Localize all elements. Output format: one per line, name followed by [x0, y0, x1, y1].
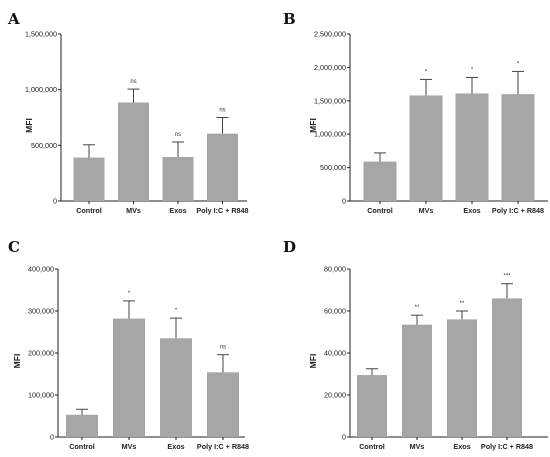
y-tick-label: 20,000 [324, 391, 346, 400]
significance-label: * [128, 291, 131, 297]
significance-label: ns [220, 345, 226, 351]
chart-panel-a: A 0 500,000 1,000,000 1,500,000 MFI Control ns M… [7, 10, 249, 215]
x-tick-label: Control [76, 206, 102, 215]
panel-letter: A [7, 10, 20, 28]
y-tick-label: 0 [342, 433, 346, 442]
x-tick-label: Control [367, 206, 393, 215]
significance-label: ** [460, 301, 465, 307]
y-axis-label: MFI [308, 354, 318, 369]
panel-letter: B [283, 10, 296, 28]
bar [409, 95, 443, 201]
bar [66, 414, 98, 437]
bar [162, 157, 194, 201]
y-tick-label: 200,000 [28, 349, 54, 358]
x-tick-label: Poly I:C + R848 [196, 206, 248, 215]
significance-label: * [517, 61, 520, 67]
bar [447, 319, 477, 437]
y-tick-label: 500,000 [320, 163, 346, 172]
y-tick-label: 1,000,000 [314, 130, 346, 139]
y-tick-label: 2,500,000 [314, 30, 346, 39]
bar [113, 318, 145, 437]
bar [357, 375, 387, 437]
x-tick-label: Poly I:C + R848 [481, 442, 533, 451]
x-tick-label: MVs [419, 206, 434, 215]
x-tick-label: Exos [169, 206, 186, 215]
chart-panel-d: D 0 20,000 40,000 60,000 80,000 MFI Control ** MV… [283, 238, 548, 451]
significance-label: ns [175, 132, 181, 138]
y-axis-label: MFI [308, 118, 318, 133]
x-tick-label: MVs [410, 442, 425, 451]
y-tick-label: 1,500,000 [314, 96, 346, 105]
panel-letter: C [8, 238, 20, 256]
bar [363, 161, 397, 201]
y-tick-label: 500,000 [31, 141, 57, 150]
y-tick-label: 60,000 [324, 307, 346, 316]
bar [207, 133, 238, 201]
chart-panel-c: C 0 100,000 200,000 300,000 400,000 MFI Control… [8, 238, 249, 451]
y-tick-label: 80,000 [324, 265, 346, 274]
panel-letter: D [283, 238, 296, 256]
y-tick-label: 1,500,000 [25, 30, 57, 39]
bar [501, 94, 535, 201]
x-tick-label: Poly I:C + R848 [492, 206, 544, 215]
bar [402, 324, 432, 437]
y-tick-label: 2,000,000 [314, 63, 346, 72]
x-tick-label: Control [359, 442, 385, 451]
bar [207, 372, 239, 437]
significance-label: ** [415, 305, 420, 311]
bar [118, 102, 149, 201]
x-tick-label: Poly I:C + R848 [197, 442, 249, 451]
x-tick-label: Control [69, 442, 95, 451]
y-tick-label: 400,000 [28, 265, 54, 274]
x-tick-label: MVs [126, 206, 141, 215]
y-tick-label: 40,000 [324, 349, 346, 358]
y-tick-label: 0 [50, 433, 54, 442]
x-tick-label: MVs [122, 442, 137, 451]
chart-panel-b: B 0 500,000 1,000,000 1,500,000 2,000,000 2,50… [283, 10, 548, 215]
significance-label: * [425, 69, 428, 75]
significance-label: ns [130, 79, 136, 85]
y-axis-label: MFI [24, 118, 34, 133]
y-tick-label: 300,000 [28, 307, 54, 316]
significance-label: * [175, 308, 178, 314]
y-tick-label: 0 [53, 197, 57, 206]
y-axis-label: MFI [12, 354, 22, 369]
x-tick-label: Exos [167, 442, 184, 451]
x-tick-label: Exos [463, 206, 480, 215]
x-tick-label: Exos [453, 442, 470, 451]
y-tick-label: 0 [342, 197, 346, 206]
bar [492, 298, 522, 437]
significance-label: ns [219, 108, 225, 114]
bar [73, 157, 105, 201]
bar [455, 93, 489, 201]
bar [160, 338, 192, 437]
y-tick-label: 100,000 [28, 391, 54, 400]
y-tick-label: 1,000,000 [25, 85, 57, 94]
significance-label: * [471, 67, 474, 73]
significance-label: *** [503, 274, 511, 280]
